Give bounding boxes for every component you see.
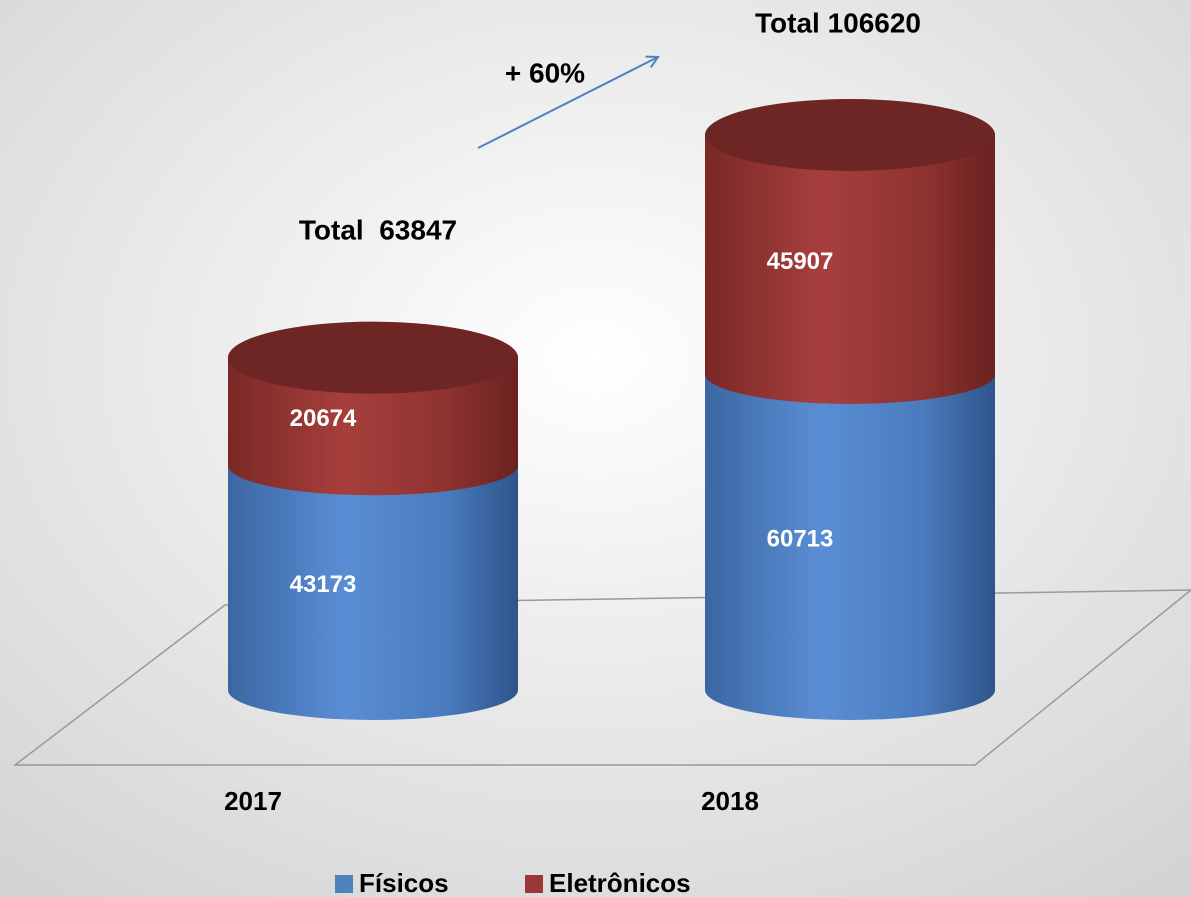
value-label: 45907 (767, 248, 834, 275)
floor (12, 589, 1191, 766)
legend-label: Físicos (359, 868, 449, 897)
cylinder-top (705, 99, 995, 171)
x-tick-label: 2017 (224, 786, 282, 816)
plot: 43173 20674 2017 60713 45907 2018 Físicos Eletr… (224, 99, 995, 897)
cylinder-top (228, 321, 518, 394)
cylinder-segment (228, 435, 518, 720)
value-label: 60713 (767, 525, 834, 552)
value-label: 43173 (290, 571, 357, 598)
cylinder-segment (705, 105, 995, 404)
legend-label: Eletrônicos (549, 868, 691, 897)
value-label: 20674 (290, 405, 357, 432)
legend-swatch (335, 875, 353, 893)
cylinder-segment (705, 343, 995, 720)
x-tick-label: 2018 (701, 786, 759, 816)
total-label: Total 106620 (755, 7, 921, 38)
total-label: Total 63847 (299, 214, 457, 245)
growth-label: + 60% (505, 57, 585, 88)
growth-arrow (477, 57, 658, 149)
legend-swatch (525, 875, 543, 893)
